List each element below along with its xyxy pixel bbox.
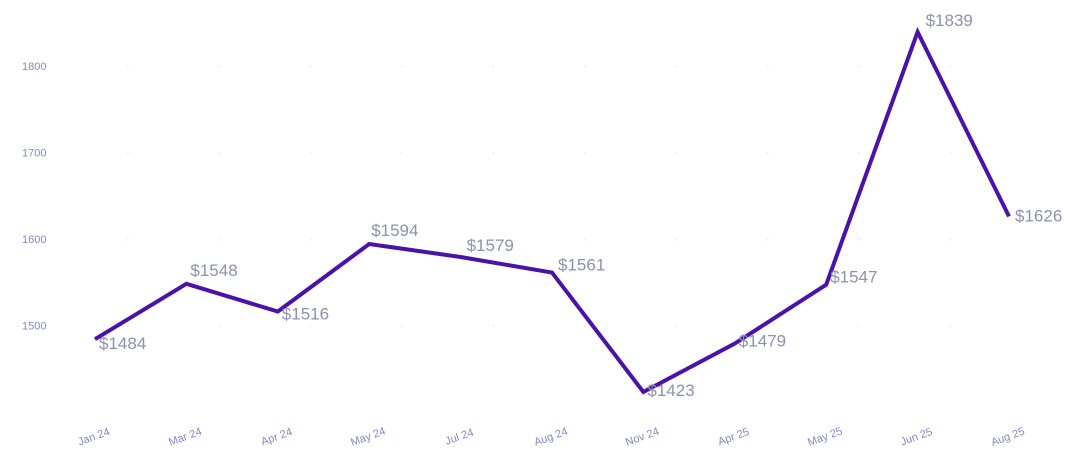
x-axis-tick-label: Apr 24: [259, 426, 294, 448]
grid-dot: [401, 325, 403, 327]
x-axis-tick-label: Jul 24: [444, 427, 476, 448]
x-axis-tick-label: Jun 25: [899, 426, 934, 449]
grid-dot: [127, 152, 129, 154]
grid-dot: [309, 325, 312, 327]
data-point-label: $1561: [558, 256, 605, 275]
x-axis-tick-label: Aug 25: [990, 426, 1027, 449]
grid-dot: [584, 325, 586, 327]
x-axis-tick-labels: Jan 24 Mar 24 Apr 24 May 24 Jul 24 Aug 24 Nov …: [76, 425, 1026, 449]
grid-dot: [584, 238, 586, 241]
grid-dot: [675, 238, 677, 241]
grid-dot: [766, 65, 769, 68]
grid-dot: [492, 325, 495, 327]
data-point-label: $1547: [830, 268, 877, 287]
data-point-label: $1594: [371, 221, 418, 240]
grid-dot: [766, 238, 769, 241]
data-point-label: $1839: [926, 11, 973, 30]
grid-dot: [218, 238, 220, 241]
grid-dot: [309, 65, 312, 68]
grid-dot: [675, 152, 677, 154]
grid-dot: [127, 238, 129, 241]
grid-dot: [858, 238, 860, 241]
grid-dot: [949, 65, 952, 68]
data-point-label: $1516: [282, 305, 329, 324]
data-point-label: $1484: [99, 334, 146, 353]
grid-dot: [584, 152, 586, 154]
grid-dot: [401, 65, 403, 68]
grid-dot: [584, 65, 586, 68]
grid-dot: [218, 65, 220, 68]
data-series-line: [93, 26, 1011, 395]
grid-dot: [492, 152, 495, 154]
data-point-labels: $1484 $1548 $1516 $1594 $1579 $1561 $1423 $1479…: [99, 11, 1062, 400]
grid-dot: [127, 325, 129, 327]
data-point-label: $1423: [647, 381, 694, 400]
data-point-label: $1548: [190, 261, 237, 280]
grid-dot: [309, 238, 312, 241]
grid-dot: [766, 325, 769, 327]
x-axis-tick-label: Apr 25: [716, 426, 751, 448]
x-axis-tick-label: Jan 24: [76, 426, 111, 449]
y-axis-tick-label: 1800: [22, 61, 46, 73]
x-axis-tick-label: May 25: [806, 425, 844, 449]
x-axis-tick-label: Nov 24: [624, 426, 661, 449]
data-point-label: $1626: [1015, 206, 1062, 225]
x-axis-tick-label: May 24: [349, 425, 387, 449]
y-axis-tick-label: 1700: [22, 147, 46, 159]
grid-dots: [127, 65, 952, 327]
grid-dot: [949, 325, 952, 327]
x-axis-tick-label: Mar 24: [167, 426, 203, 449]
x-axis-tick-label: Aug 24: [533, 426, 570, 449]
grid-dot: [218, 325, 220, 327]
grid-dot: [218, 152, 220, 154]
grid-dot: [858, 325, 860, 327]
grid-dot: [858, 152, 860, 154]
grid-dot: [401, 238, 403, 241]
grid-dot: [492, 65, 495, 68]
y-axis-tick-label: 1500: [22, 320, 46, 332]
data-point-label: $1579: [467, 236, 514, 255]
grid-dot: [949, 238, 952, 241]
grid-dot: [675, 65, 677, 68]
data-point-label: $1479: [739, 332, 786, 351]
y-axis-tick-label: 1600: [22, 234, 46, 246]
y-axis-tick-labels: 1500 1600 1700 1800: [22, 61, 46, 333]
grid-dot: [401, 152, 403, 154]
grid-dot: [766, 152, 769, 154]
grid-dot: [309, 152, 312, 154]
grid-dot: [127, 65, 129, 68]
grid-dot: [949, 152, 952, 154]
grid-dot: [675, 325, 677, 327]
grid-dot: [492, 238, 495, 241]
grid-dot: [858, 65, 860, 68]
